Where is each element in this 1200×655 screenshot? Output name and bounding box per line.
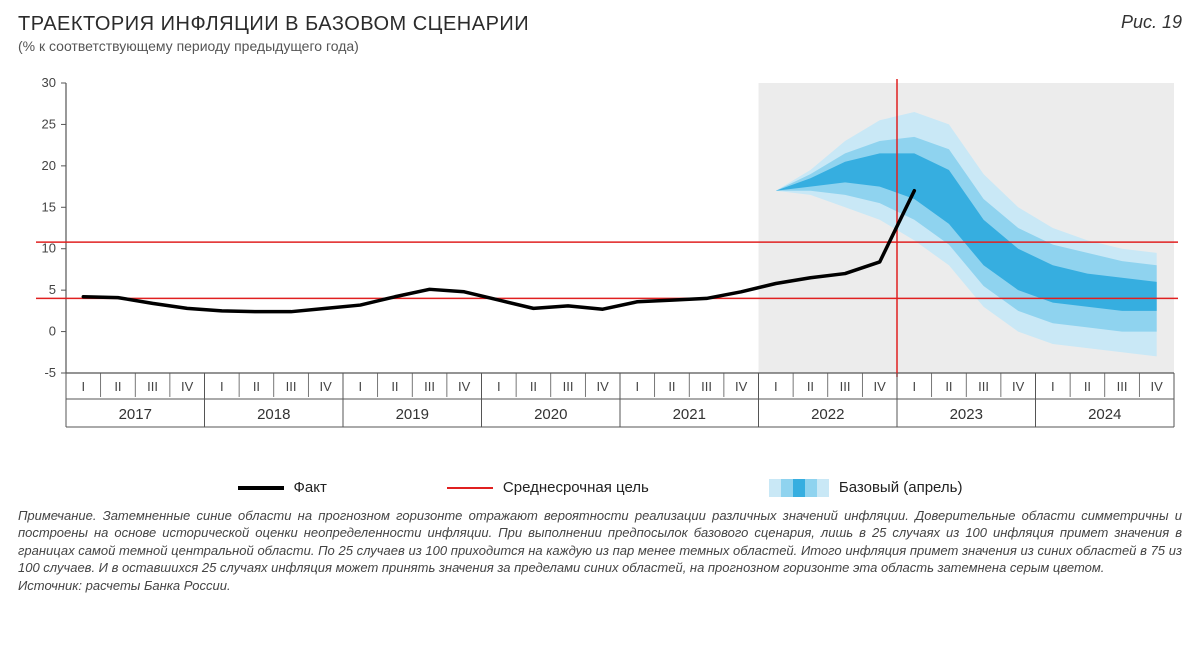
svg-text:III: III	[978, 379, 989, 394]
note-source: Источник: расчеты Банка России.	[18, 578, 231, 593]
svg-text:II: II	[945, 379, 952, 394]
svg-text:IV: IV	[320, 379, 333, 394]
svg-text:III: III	[147, 379, 158, 394]
figure-number: Рис. 19	[1121, 12, 1182, 33]
svg-text:2018: 2018	[257, 406, 290, 423]
svg-text:I: I	[636, 379, 640, 394]
svg-text:I: I	[359, 379, 363, 394]
svg-text:IV: IV	[1012, 379, 1025, 394]
svg-text:IV: IV	[181, 379, 194, 394]
svg-text:-5: -5	[44, 365, 56, 380]
svg-text:II: II	[807, 379, 814, 394]
svg-text:IV: IV	[597, 379, 610, 394]
svg-text:I: I	[497, 379, 501, 394]
chart-title: ТРАЕКТОРИЯ ИНФЛЯЦИИ В БАЗОВОМ СЦЕНАРИИ	[18, 12, 529, 36]
svg-text:2024: 2024	[1088, 406, 1121, 423]
chart-header: ТРАЕКТОРИЯ ИНФЛЯЦИИ В БАЗОВОМ СЦЕНАРИИ (…	[18, 12, 1182, 55]
svg-text:I: I	[82, 379, 86, 394]
svg-text:15: 15	[42, 199, 56, 214]
svg-text:2017: 2017	[119, 406, 152, 423]
svg-text:I: I	[220, 379, 224, 394]
svg-text:II: II	[1084, 379, 1091, 394]
svg-text:2019: 2019	[396, 406, 429, 423]
svg-text:III: III	[701, 379, 712, 394]
fact-swatch	[238, 486, 284, 490]
svg-text:0: 0	[49, 323, 56, 338]
svg-text:IV: IV	[458, 379, 471, 394]
svg-text:2022: 2022	[811, 406, 844, 423]
svg-text:30: 30	[42, 75, 56, 90]
chart-area: -5051015202530IIIIIIIV2017IIIIIIIV2018II…	[18, 73, 1182, 473]
svg-text:III: III	[563, 379, 574, 394]
target-swatch	[447, 487, 493, 489]
svg-text:II: II	[530, 379, 537, 394]
legend-target: Среднесрочная цель	[447, 479, 649, 497]
svg-text:III: III	[424, 379, 435, 394]
svg-text:I: I	[774, 379, 778, 394]
svg-text:2020: 2020	[534, 406, 567, 423]
svg-text:I: I	[1051, 379, 1055, 394]
svg-text:II: II	[114, 379, 121, 394]
svg-text:IV: IV	[735, 379, 748, 394]
svg-text:I: I	[913, 379, 917, 394]
svg-text:25: 25	[42, 116, 56, 131]
note-text: Примечание. Затемненные синие области на…	[18, 508, 1182, 576]
svg-text:III: III	[286, 379, 297, 394]
svg-text:20: 20	[42, 158, 56, 173]
svg-text:10: 10	[42, 241, 56, 256]
legend-fact: Факт	[238, 479, 327, 497]
svg-text:IV: IV	[874, 379, 887, 394]
svg-text:IV: IV	[1151, 379, 1164, 394]
legend-baseline: Базовый (апрель)	[769, 479, 963, 497]
svg-text:2021: 2021	[673, 406, 706, 423]
chart-note: Примечание. Затемненные синие области на…	[18, 507, 1182, 595]
svg-text:III: III	[840, 379, 851, 394]
legend-target-label: Среднесрочная цель	[503, 479, 649, 496]
svg-text:II: II	[668, 379, 675, 394]
legend-fact-label: Факт	[294, 479, 327, 496]
svg-text:5: 5	[49, 282, 56, 297]
svg-text:II: II	[253, 379, 260, 394]
fan-swatch	[769, 479, 829, 497]
inflation-chart-svg: -5051015202530IIIIIIIV2017IIIIIIIV2018II…	[18, 73, 1182, 473]
svg-text:II: II	[391, 379, 398, 394]
chart-subtitle: (% к соответствующему периоду предыдущег…	[18, 38, 529, 55]
legend-baseline-label: Базовый (апрель)	[839, 479, 963, 496]
svg-text:2023: 2023	[950, 406, 983, 423]
svg-text:III: III	[1117, 379, 1128, 394]
legend: Факт Среднесрочная цель Базовый (апрель)	[18, 479, 1182, 497]
